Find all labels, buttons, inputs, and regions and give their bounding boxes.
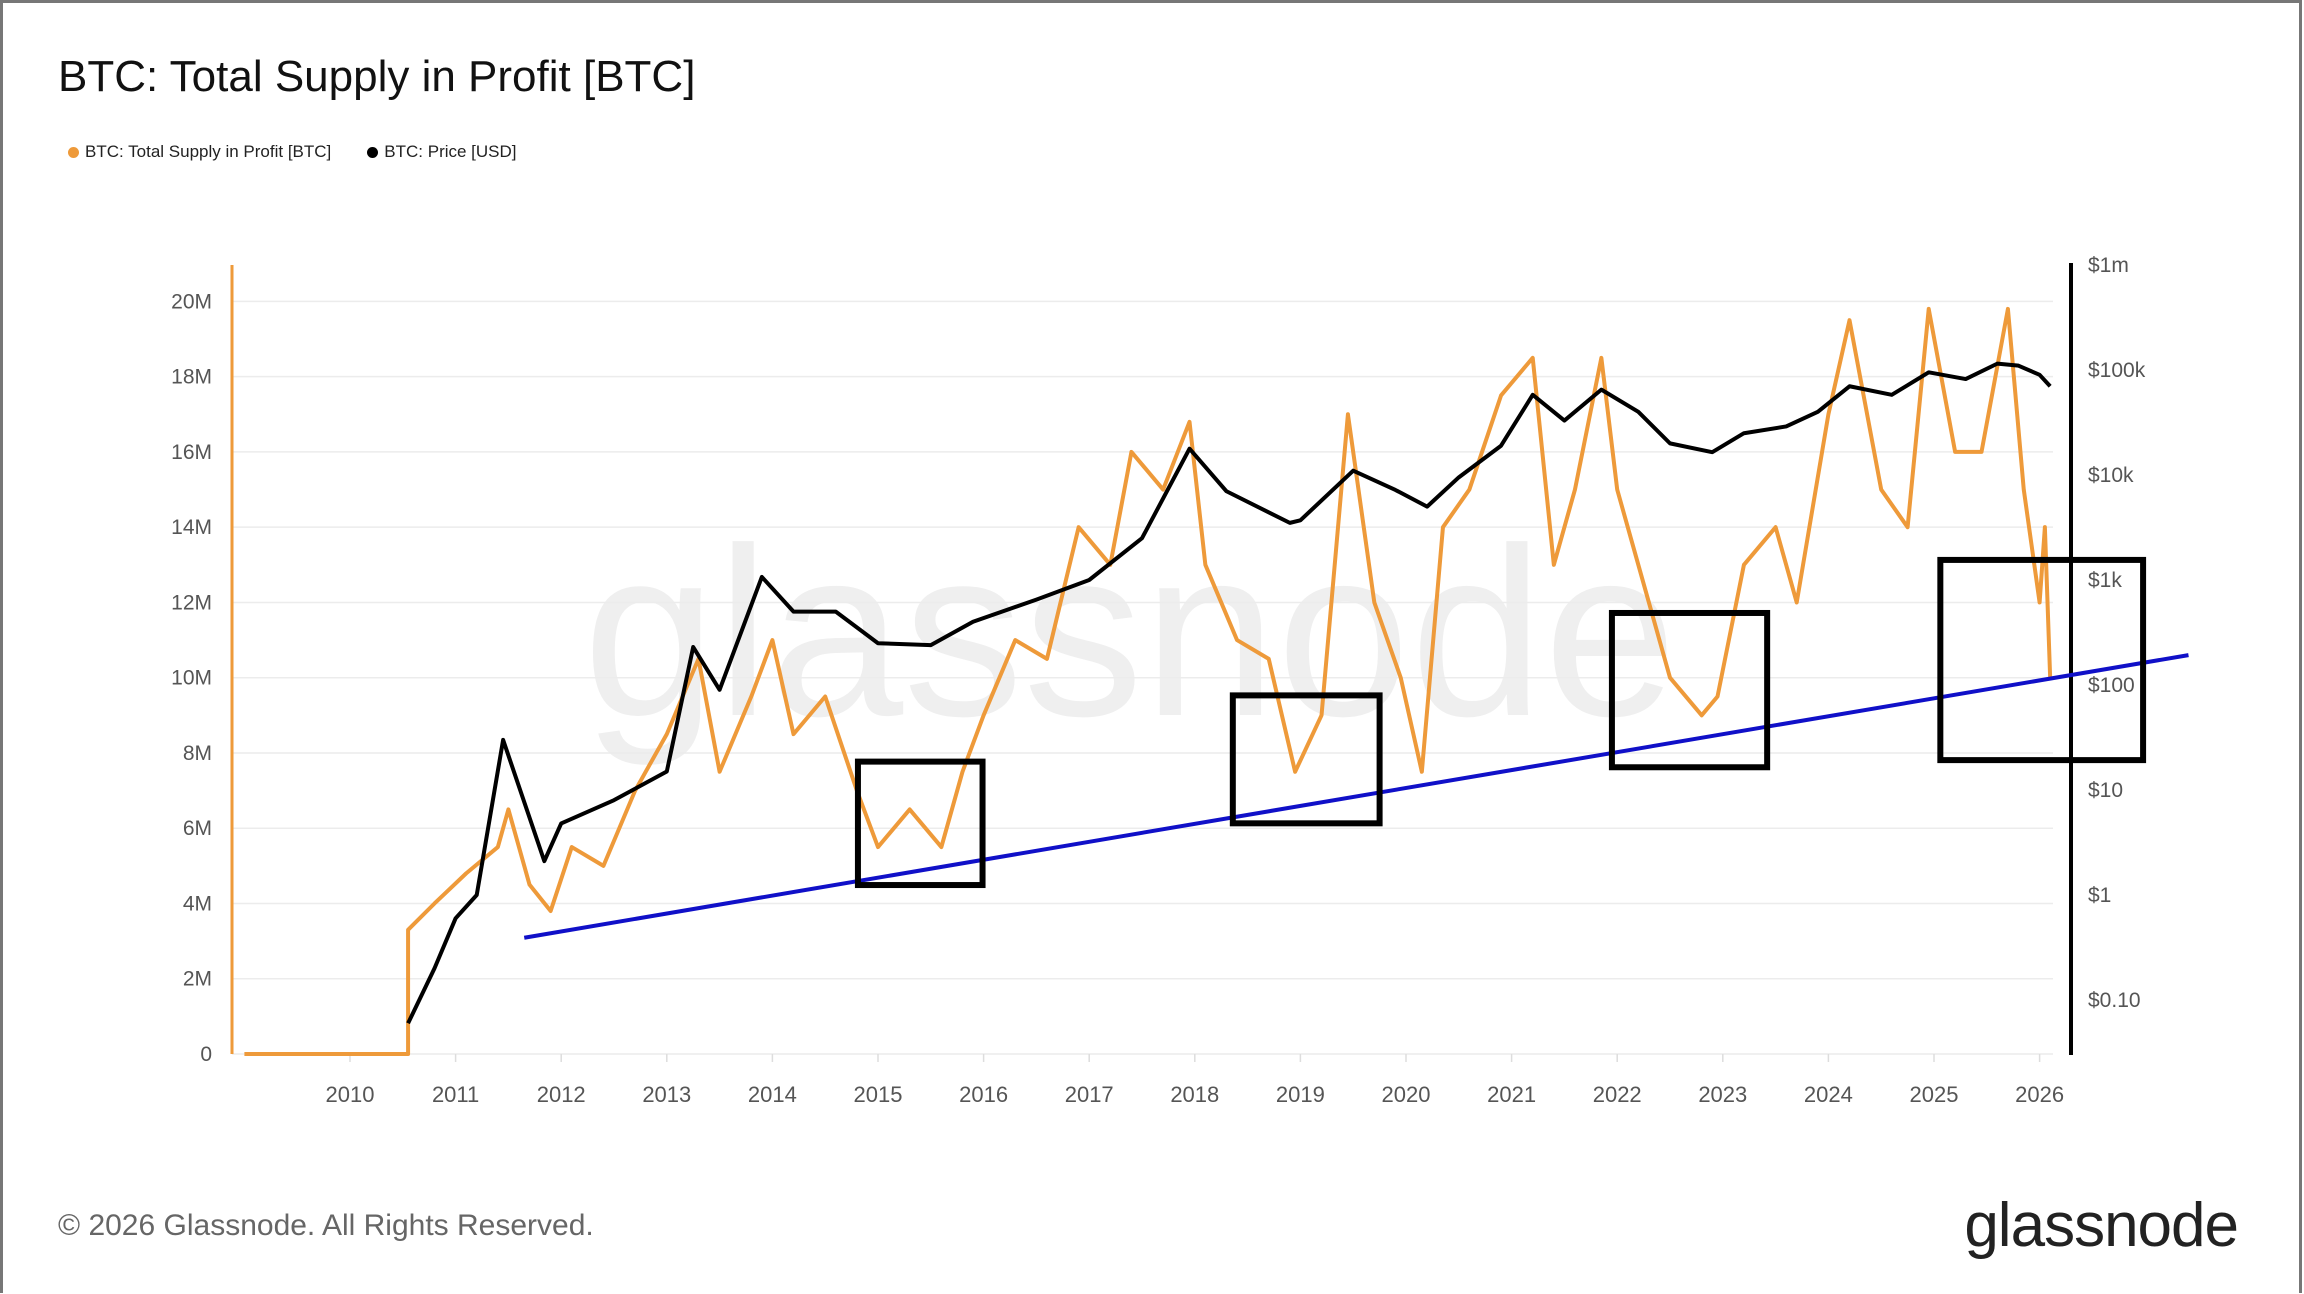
x-tick-label: 2013 (642, 1082, 691, 1107)
highlight-box (1229, 692, 1383, 827)
legend-item-price[interactable]: BTC: Price [USD] (367, 142, 517, 162)
y-left-tick-label: 10M (171, 667, 212, 690)
y-left-tick-label: 6M (183, 817, 212, 840)
x-tick-label: 2014 (748, 1082, 797, 1107)
y-right-tick-label: $1m (2088, 254, 2129, 277)
y-right-tick-label: $10k (2088, 464, 2134, 487)
legend: BTC: Total Supply in Profit [BTC] BTC: P… (68, 142, 517, 162)
y-right-tick-label: $1 (2088, 884, 2111, 907)
legend-dot-supply (68, 146, 79, 158)
supply-line (244, 306, 2053, 1056)
x-tick-label: 2026 (2015, 1082, 2064, 1107)
copyright: © 2026 Glassnode. All Rights Reserved. (58, 1209, 594, 1242)
y-left-tick-label: 18M (171, 366, 212, 389)
x-tick-label: 2018 (1170, 1082, 1219, 1107)
y-left-tick-label: 20M (171, 290, 212, 313)
y-right-tick-label: $0.10 (2088, 989, 2141, 1012)
legend-label: BTC: Price [USD] (384, 142, 517, 161)
highlight-box (1937, 556, 2147, 764)
x-tick-label: 2022 (1593, 1082, 1642, 1107)
y-left-tick-label: 0 (200, 1043, 212, 1066)
legend-dot-price (367, 146, 379, 158)
highlight-box (854, 758, 986, 889)
legend-item-supply[interactable]: BTC: Total Supply in Profit [BTC] (68, 142, 331, 162)
x-tick-label: 2012 (537, 1082, 586, 1107)
x-tick-label: 2016 (959, 1082, 1008, 1107)
x-tick-label: 2015 (854, 1082, 903, 1107)
x-tick-label: 2019 (1276, 1082, 1325, 1107)
x-tick-label: 2017 (1065, 1082, 1114, 1107)
chart-title: BTC: Total Supply in Profit [BTC] (58, 52, 696, 101)
y-left-tick-label: 4M (183, 892, 212, 915)
x-tick-label: 2023 (1698, 1082, 1747, 1107)
y-left-tick-label: 12M (171, 591, 212, 614)
y-right-tick-label: $1k (2088, 569, 2122, 592)
price-line (406, 361, 2052, 1025)
highlight-box (1608, 609, 1771, 771)
glassnode-logo: glassnode (1964, 1191, 2239, 1260)
y-left-tick-label: 16M (171, 441, 212, 464)
trend-line (523, 653, 2189, 940)
legend-label: BTC: Total Supply in Profit [BTC] (85, 142, 332, 161)
watermark: glassnode (583, 498, 1677, 766)
y-right-tick-label: $100k (2088, 359, 2146, 382)
y-right-tick-label: $100 (2088, 674, 2135, 697)
x-tick-label: 2020 (1382, 1082, 1431, 1107)
y-left-tick-label: 14M (171, 516, 212, 539)
x-tick-label: 2010 (326, 1082, 375, 1107)
y-left-tick-label: 8M (183, 742, 212, 765)
x-tick-label: 2011 (432, 1082, 479, 1107)
y-left-tick-label: 2M (183, 968, 212, 991)
x-tick-label: 2025 (1910, 1082, 1959, 1107)
x-tick-label: 2024 (1804, 1082, 1853, 1107)
y-right-tick-label: $10 (2088, 779, 2123, 802)
x-tick-label: 2021 (1487, 1082, 1536, 1107)
